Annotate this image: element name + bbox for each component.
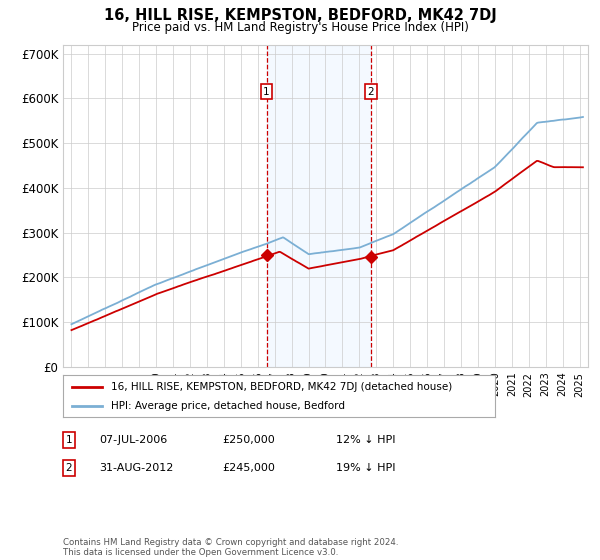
Text: 2: 2 bbox=[65, 463, 73, 473]
Text: 19% ↓ HPI: 19% ↓ HPI bbox=[336, 463, 395, 473]
Text: 16, HILL RISE, KEMPSTON, BEDFORD, MK42 7DJ (detached house): 16, HILL RISE, KEMPSTON, BEDFORD, MK42 7… bbox=[110, 381, 452, 391]
Text: £245,000: £245,000 bbox=[222, 463, 275, 473]
Text: 07-JUL-2006: 07-JUL-2006 bbox=[99, 435, 167, 445]
Text: 16, HILL RISE, KEMPSTON, BEDFORD, MK42 7DJ: 16, HILL RISE, KEMPSTON, BEDFORD, MK42 7… bbox=[104, 8, 496, 24]
Text: 1: 1 bbox=[65, 435, 73, 445]
Text: HPI: Average price, detached house, Bedford: HPI: Average price, detached house, Bedf… bbox=[110, 401, 344, 411]
Text: Price paid vs. HM Land Registry's House Price Index (HPI): Price paid vs. HM Land Registry's House … bbox=[131, 21, 469, 34]
Text: 1: 1 bbox=[263, 87, 270, 97]
Bar bbox=[266, 45, 371, 367]
Text: £250,000: £250,000 bbox=[222, 435, 275, 445]
Text: 2: 2 bbox=[367, 87, 374, 97]
Text: 31-AUG-2012: 31-AUG-2012 bbox=[99, 463, 173, 473]
Text: Contains HM Land Registry data © Crown copyright and database right 2024.
This d: Contains HM Land Registry data © Crown c… bbox=[63, 538, 398, 557]
Text: 12% ↓ HPI: 12% ↓ HPI bbox=[336, 435, 395, 445]
